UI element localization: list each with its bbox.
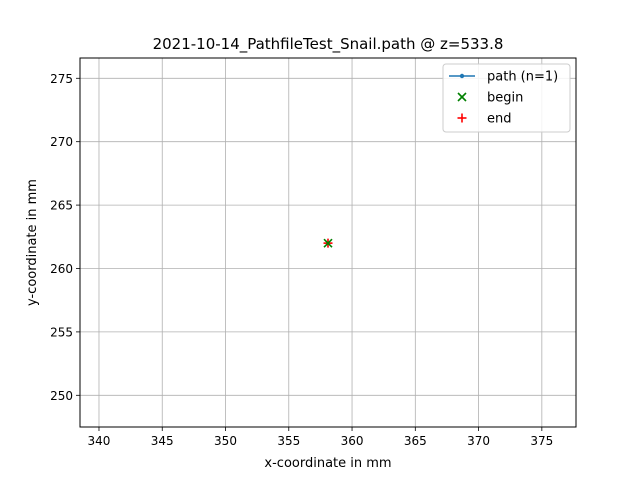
legend-marker-swatch (457, 113, 467, 123)
plot-markers (323, 238, 333, 248)
axes-frame (79, 57, 577, 428)
chart-title: 2021-10-14_PathfileTest_Snail.path @ z=5… (153, 35, 504, 54)
x-axis-label: x-coordinate in mm (264, 456, 391, 471)
y-tick-label: 260 (50, 262, 73, 276)
legend-entry: begin (457, 91, 523, 106)
y-tick-label: 255 (50, 325, 73, 339)
x-tick-label: 370 (467, 434, 490, 448)
legend-marker-swatch (459, 73, 465, 79)
x-tick-label: 365 (404, 434, 427, 448)
x-tick-label: 345 (151, 434, 174, 448)
legend: path (n=1) begin end (442, 63, 571, 133)
legend-label: path (n=1) (487, 70, 558, 85)
x-tick-label: 360 (341, 434, 364, 448)
x-marker-stroke (323, 238, 333, 248)
legend-label: begin (487, 91, 523, 106)
x-tick-label: 340 (88, 434, 111, 448)
y-tick-label: 250 (50, 389, 73, 403)
y-tick-label: 270 (50, 135, 73, 149)
data-point-x-marker (323, 238, 333, 248)
legend-box (442, 63, 571, 133)
x-tick-label: 375 (530, 434, 553, 448)
y-tick-label: 265 (50, 199, 73, 213)
y-tick-label: 275 (50, 72, 73, 86)
y-axis-label: y-coordinate in mm (25, 179, 40, 306)
x-marker-stroke (457, 92, 467, 102)
legend-label: end (487, 112, 512, 127)
x-tick-label: 350 (214, 434, 237, 448)
x-tick-label: 355 (277, 434, 300, 448)
legend-entry: path (n=1) (449, 70, 558, 85)
legend-marker-swatch (457, 92, 467, 102)
axis-ticks: 340 345 350 355 360 365 370 375 250 255 260 265 270 2… (50, 72, 553, 448)
legend-entry: end (457, 112, 512, 127)
